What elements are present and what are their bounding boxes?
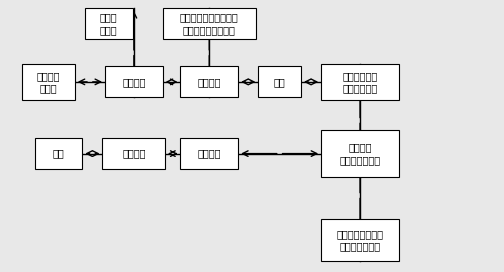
Text: 未反应交联剂催化剂排
至回收罐，重复利用: 未反应交联剂催化剂排 至回收罐，重复利用 [180, 13, 239, 35]
Text: 真空脱气: 真空脱气 [198, 149, 221, 159]
Text: 搅拌混合: 搅拌混合 [122, 149, 146, 159]
Text: 交联反应: 交联反应 [198, 77, 221, 87]
FancyBboxPatch shape [102, 138, 165, 169]
FancyBboxPatch shape [321, 130, 399, 177]
Text: 干燥的成
品包装: 干燥的成 品包装 [37, 71, 60, 93]
Text: 加入交联剂和
催化剂水溶液: 加入交联剂和 催化剂水溶液 [342, 71, 377, 93]
FancyBboxPatch shape [105, 66, 163, 97]
FancyBboxPatch shape [22, 64, 75, 100]
FancyBboxPatch shape [321, 64, 399, 100]
FancyBboxPatch shape [85, 8, 133, 39]
Text: 废气排
入大气: 废气排 入大气 [100, 13, 117, 35]
FancyBboxPatch shape [258, 66, 301, 97]
Text: 热风干燥: 热风干燥 [122, 77, 146, 87]
FancyBboxPatch shape [180, 138, 238, 169]
FancyBboxPatch shape [163, 8, 256, 39]
FancyBboxPatch shape [35, 138, 82, 169]
Text: 空气注入
聚乙烯二醇吸附: 空气注入 聚乙烯二醇吸附 [340, 142, 381, 165]
Text: 升温: 升温 [274, 77, 286, 87]
FancyBboxPatch shape [180, 66, 238, 97]
Text: 未被吸附的聚乙烯
二醇排至循环罐: 未被吸附的聚乙烯 二醇排至循环罐 [337, 229, 384, 251]
Text: 投料: 投料 [52, 149, 65, 159]
FancyBboxPatch shape [321, 219, 399, 261]
